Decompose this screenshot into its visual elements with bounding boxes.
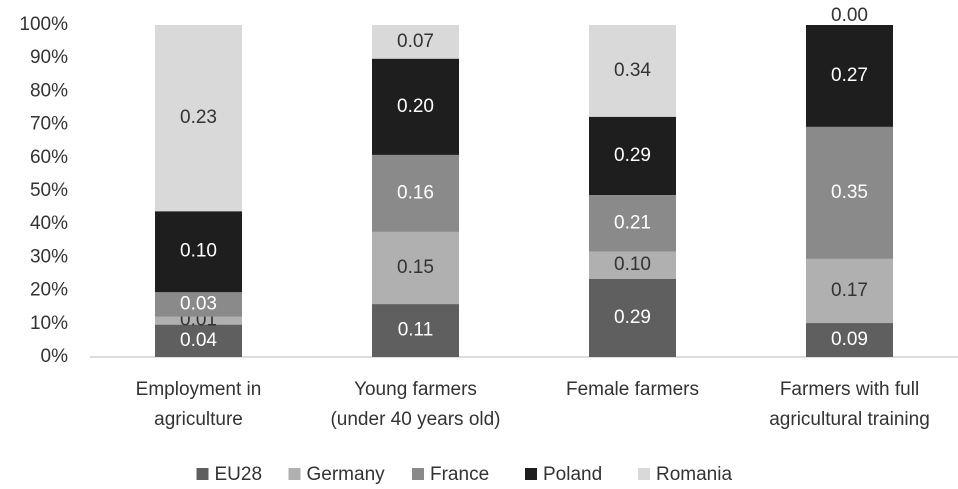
bar-segment [372,304,459,357]
legend-label: Germany [307,464,386,485]
bar-segment [372,231,459,305]
x-tick-label: Employment in [136,379,262,400]
data-label: 0.16 [397,182,434,203]
bar-segment [806,323,893,357]
bar-segment [589,25,676,117]
data-label: 0.21 [614,212,651,233]
bar-segment [155,211,242,293]
legend-label: France [430,464,489,485]
x-tick-label: Female farmers [566,379,699,400]
data-label: 0.17 [831,280,868,301]
data-label: 0.20 [397,96,434,117]
legend-swatch [288,468,301,480]
data-label: 0.10 [614,254,651,275]
data-label: 0.23 [180,107,217,128]
bar-segment [155,316,242,325]
data-label: 0.34 [614,60,651,81]
bar-segment [155,324,242,357]
data-label: 0.15 [397,257,434,278]
y-tick-label: 0% [41,346,69,367]
y-tick-label: 70% [30,114,68,135]
x-tick-label: agricultural training [769,409,930,430]
bar-segment [155,25,242,212]
y-tick-label: 10% [30,313,68,334]
legend-swatch [525,468,537,480]
x-tick-label: Young farmers [354,379,477,400]
data-label: 0.07 [397,31,434,52]
y-tick-label: 100% [19,14,68,35]
y-tick-label: 80% [30,80,68,101]
bar-segment [589,116,676,196]
y-tick-label: 50% [30,180,68,201]
x-tick-label: agriculture [154,409,243,430]
bar-segment [806,126,893,259]
bar-segment [372,58,459,155]
y-tick-label: 40% [30,213,68,234]
data-label: 0.29 [614,307,651,328]
bar-segment [589,251,676,279]
bar-segment [806,25,893,127]
legend-label: EU28 [215,464,263,485]
legend-swatch [638,468,650,480]
legend-label: Poland [543,464,602,485]
legend-swatch [196,468,209,480]
bar-segment [806,258,893,324]
bar-segment [372,25,459,59]
y-tick-label: 90% [30,47,68,68]
bar-segment [589,195,676,252]
data-label: 0.10 [180,241,217,262]
y-tick-label: 30% [30,246,68,267]
data-label: 0.04 [180,330,217,351]
data-label: 0.11 [398,320,434,341]
y-tick-label: 60% [30,147,68,168]
data-label: 0.03 [180,293,217,314]
data-label: 0.00 [831,5,868,26]
legend-swatch [412,468,424,480]
bar-segment [155,292,242,317]
x-tick-label: Farmers with full [780,379,919,400]
bar-segment [589,278,676,357]
y-tick-label: 20% [30,280,68,301]
bar-segment [372,154,459,232]
data-label: 0.27 [831,65,868,86]
data-label: 0.29 [614,145,651,166]
data-label: 0.09 [831,329,868,350]
legend-label: Romania [656,464,732,485]
x-tick-label: (under 40 years old) [330,409,500,430]
data-label: 0.35 [831,182,868,203]
